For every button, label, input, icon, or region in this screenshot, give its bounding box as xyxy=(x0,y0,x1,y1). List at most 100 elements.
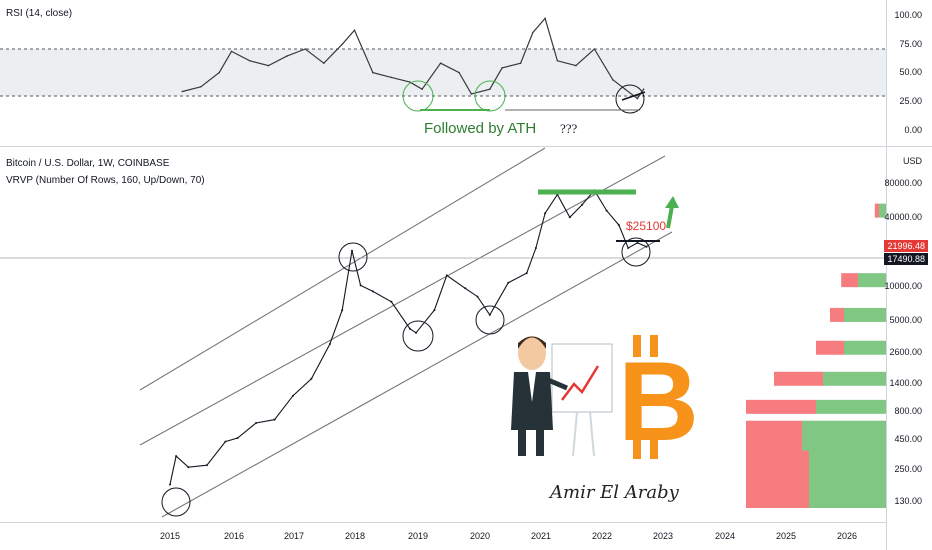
bitcoin-logo: B xyxy=(618,335,699,464)
up-arrow-shaft xyxy=(666,205,674,229)
price-point xyxy=(390,300,393,303)
price-point xyxy=(273,418,276,421)
rsi-point xyxy=(181,90,184,93)
price-tick: 40000.00 xyxy=(884,212,922,222)
price-point xyxy=(408,327,411,330)
rsi-point xyxy=(556,60,559,62)
volume-profile-down-bar xyxy=(841,273,858,288)
rsi-tick: 0.00 xyxy=(904,125,922,135)
rsi-point xyxy=(532,31,534,34)
current-price-tag: 21996.48 xyxy=(884,240,928,252)
x-tick: 2017 xyxy=(283,531,305,541)
price-point xyxy=(328,343,331,345)
rsi-point xyxy=(341,43,344,46)
circle-2019-low xyxy=(402,320,434,352)
price-point xyxy=(341,309,344,312)
rsi-title: RSI (14, close) xyxy=(6,8,73,19)
circle-2017-top xyxy=(338,242,368,272)
annotation-25100: $25100 xyxy=(626,219,667,233)
rsi-point xyxy=(624,88,626,90)
rsi-point xyxy=(200,86,202,88)
rsi-point xyxy=(642,88,645,90)
rsi-point xyxy=(323,62,325,64)
rsi-point xyxy=(218,71,220,74)
price-point xyxy=(525,272,528,275)
price-point xyxy=(476,295,479,298)
rsi-point xyxy=(519,62,522,64)
whiteboard xyxy=(551,343,613,413)
x-tick: 2018 xyxy=(344,531,366,541)
x-tick: 2024 xyxy=(714,531,736,541)
rsi-point xyxy=(409,81,411,83)
channel-lower xyxy=(161,231,673,518)
volume-profile-down-bar xyxy=(746,420,802,451)
volume-profile-up-bar xyxy=(823,371,886,386)
rsi-point xyxy=(458,71,460,74)
x-tick: 2022 xyxy=(591,531,613,541)
price-point xyxy=(464,287,467,290)
price-point xyxy=(534,247,537,249)
price-tick: 250.00 xyxy=(894,464,922,474)
volume-profile-down-bar xyxy=(874,203,879,218)
x-tick: 2025 xyxy=(775,531,797,541)
rsi-point xyxy=(575,64,577,67)
volume-profile-up-bar xyxy=(802,420,886,451)
rsi-point xyxy=(353,29,356,32)
rsi-tick: 75.00 xyxy=(899,39,922,49)
volume-profile-up-bar xyxy=(858,273,886,288)
annotation-question: ??? xyxy=(560,121,578,136)
rsi-circle-2019 xyxy=(402,80,434,112)
price-point xyxy=(488,313,491,316)
rsi-series xyxy=(181,17,645,100)
currency-label: USD xyxy=(902,156,922,166)
x-tick: 2026 xyxy=(836,531,858,541)
price-pane-title: Bitcoin / U.S. Dollar, 1W, COINBASE xyxy=(6,158,170,169)
indicator-title: VRVP (Number Of Rows, 160, Up/Down, 70) xyxy=(6,175,205,186)
price-point xyxy=(617,224,620,227)
rsi-point xyxy=(372,71,374,74)
rsi-point xyxy=(230,50,233,53)
price-point xyxy=(255,422,258,424)
price-point xyxy=(605,209,608,212)
price-point xyxy=(544,212,547,215)
rsi-point xyxy=(489,88,491,90)
price-tick: 10000.00 xyxy=(884,281,922,291)
rsi-divergence-line xyxy=(621,91,646,101)
rsi-point xyxy=(593,48,596,50)
rsi-tick: 50.00 xyxy=(899,67,922,77)
price-tick: 450.00 xyxy=(894,434,922,444)
price-tick: 1400.00 xyxy=(889,378,922,388)
channel-middle xyxy=(139,155,666,446)
rsi-circle-2022 xyxy=(615,84,645,114)
price-point xyxy=(433,309,436,312)
rsi-tick: 25.00 xyxy=(899,96,922,106)
price-point xyxy=(568,216,571,219)
price-point xyxy=(175,455,178,458)
price-point xyxy=(371,290,374,293)
price-point xyxy=(187,466,190,469)
volume-profile-up-bar xyxy=(879,203,886,218)
volume-profile xyxy=(746,203,886,508)
level-price-tag: 17490.88 xyxy=(884,253,928,265)
x-tick: 2020 xyxy=(469,531,491,541)
rsi-point xyxy=(636,97,639,100)
whiteboard-chart xyxy=(561,365,600,401)
price-point xyxy=(169,483,171,486)
rsi-point xyxy=(390,76,393,79)
volume-profile-down-bar xyxy=(816,340,844,355)
price-tick: 800.00 xyxy=(894,406,922,416)
up-arrow-icon xyxy=(665,196,679,208)
rsi-tick: 100.00 xyxy=(894,10,922,20)
rsi-point xyxy=(439,62,442,64)
price-point xyxy=(636,241,639,244)
price-tick: 80000.00 xyxy=(884,178,922,188)
rsi-line xyxy=(182,17,645,100)
rsi-point xyxy=(304,48,307,50)
rsi-point xyxy=(612,78,614,81)
channel-upper xyxy=(139,147,546,391)
x-tick: 2015 xyxy=(159,531,181,541)
volume-profile-up-bar xyxy=(844,340,886,355)
rsi-point xyxy=(249,60,251,62)
price-line xyxy=(169,189,647,485)
